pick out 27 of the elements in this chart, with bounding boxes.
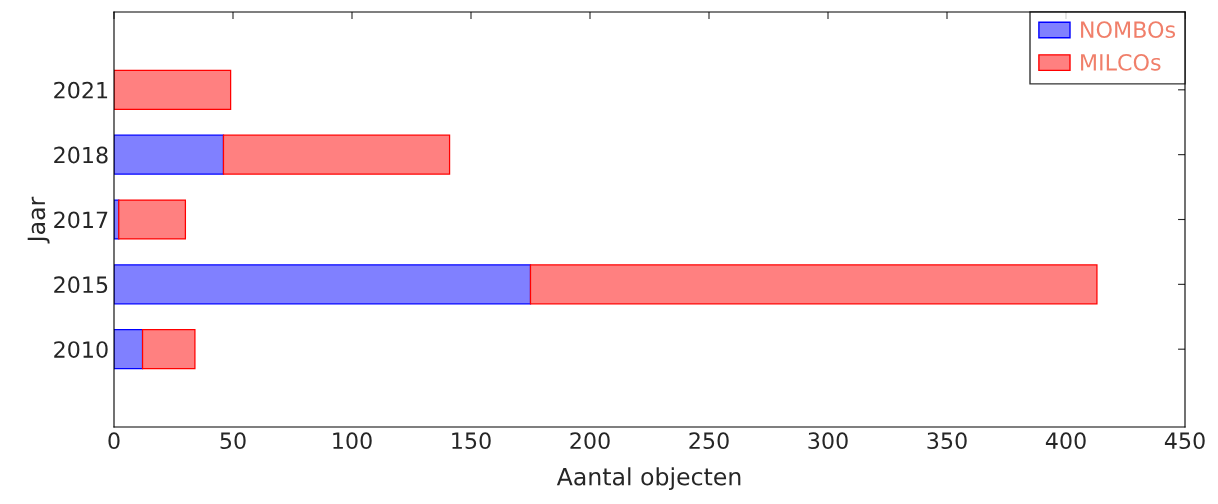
y-tick-label: 2018 bbox=[54, 146, 108, 164]
x-tick-label: 450 bbox=[1164, 432, 1205, 450]
x-tick-label: 400 bbox=[1045, 432, 1086, 450]
y-axis-title: Jaar bbox=[27, 196, 50, 244]
x-tick-label: 300 bbox=[808, 432, 848, 450]
bar bbox=[114, 69, 232, 110]
bar bbox=[222, 134, 451, 175]
bar bbox=[114, 264, 532, 305]
legend-label: MILCOs bbox=[1081, 53, 1161, 71]
bar bbox=[529, 264, 1098, 305]
y-tick-label: 2017 bbox=[54, 211, 108, 229]
x-tick-label: 0 bbox=[108, 432, 120, 450]
y-tick-label: 2010 bbox=[54, 341, 108, 358]
y-tick-label: 2021 bbox=[54, 81, 108, 99]
bar bbox=[118, 199, 187, 240]
bar bbox=[114, 134, 225, 175]
x-axis-title: Aantal objecten bbox=[556, 467, 741, 491]
x-tick-label: 200 bbox=[570, 432, 610, 450]
bar bbox=[141, 329, 196, 370]
legend-label: NOMBOs bbox=[1081, 21, 1176, 39]
x-tick-label: 250 bbox=[689, 432, 729, 450]
x-tick-label: 350 bbox=[927, 432, 967, 450]
x-tick-label: 150 bbox=[452, 432, 491, 450]
x-tick-label: 100 bbox=[333, 432, 372, 450]
bar bbox=[114, 329, 144, 370]
x-tick-label: 50 bbox=[220, 432, 246, 450]
y-tick-label: 2015 bbox=[54, 276, 108, 294]
